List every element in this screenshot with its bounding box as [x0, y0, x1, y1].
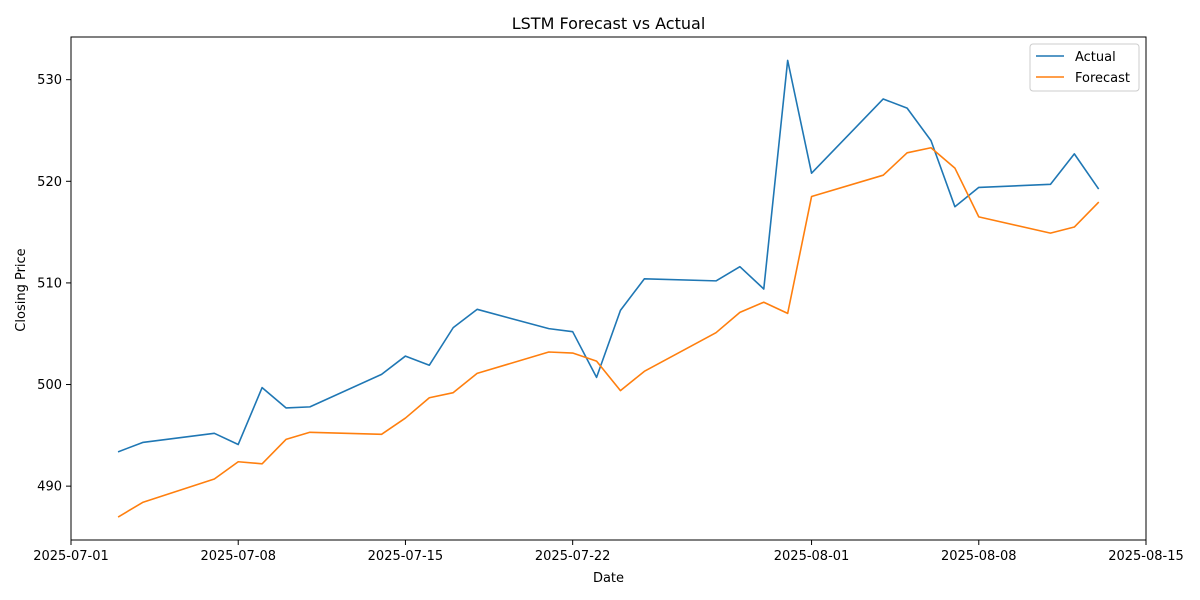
x-tick-label: 2025-07-15: [368, 549, 444, 564]
x-tick-label: 2025-08-15: [1108, 549, 1184, 564]
legend-label-forecast: Forecast: [1075, 71, 1130, 86]
x-axis-title: Date: [593, 571, 624, 586]
x-axis: 2025-07-01 2025-07-08 2025-07-15 2025-07-22…: [33, 540, 1184, 564]
y-tick-label: 530: [37, 73, 62, 88]
y-tick-label: 490: [37, 480, 62, 495]
legend: Actual Forecast: [1029, 43, 1140, 92]
x-tick-label: 2025-07-01: [33, 549, 109, 564]
x-tick-label: 2025-08-01: [774, 549, 850, 564]
series-line-forecast: [117, 146, 1100, 518]
x-tick-label: 2025-07-22: [535, 549, 611, 564]
y-tick-label: 510: [37, 276, 62, 291]
y-axis-title: Closing Price: [14, 248, 29, 331]
plot-area: [70, 36, 1147, 541]
y-axis: 490 500 510 520 530: [37, 73, 71, 495]
legend-label-actual: Actual: [1075, 50, 1116, 65]
plot-frame: [70, 36, 1147, 541]
x-tick-label: 2025-08-08: [941, 549, 1017, 564]
y-tick-label: 500: [37, 378, 62, 393]
y-tick-label: 520: [37, 175, 62, 190]
x-tick-label: 2025-07-08: [200, 549, 276, 564]
chart-title: LSTM Forecast vs Actual: [512, 14, 706, 33]
